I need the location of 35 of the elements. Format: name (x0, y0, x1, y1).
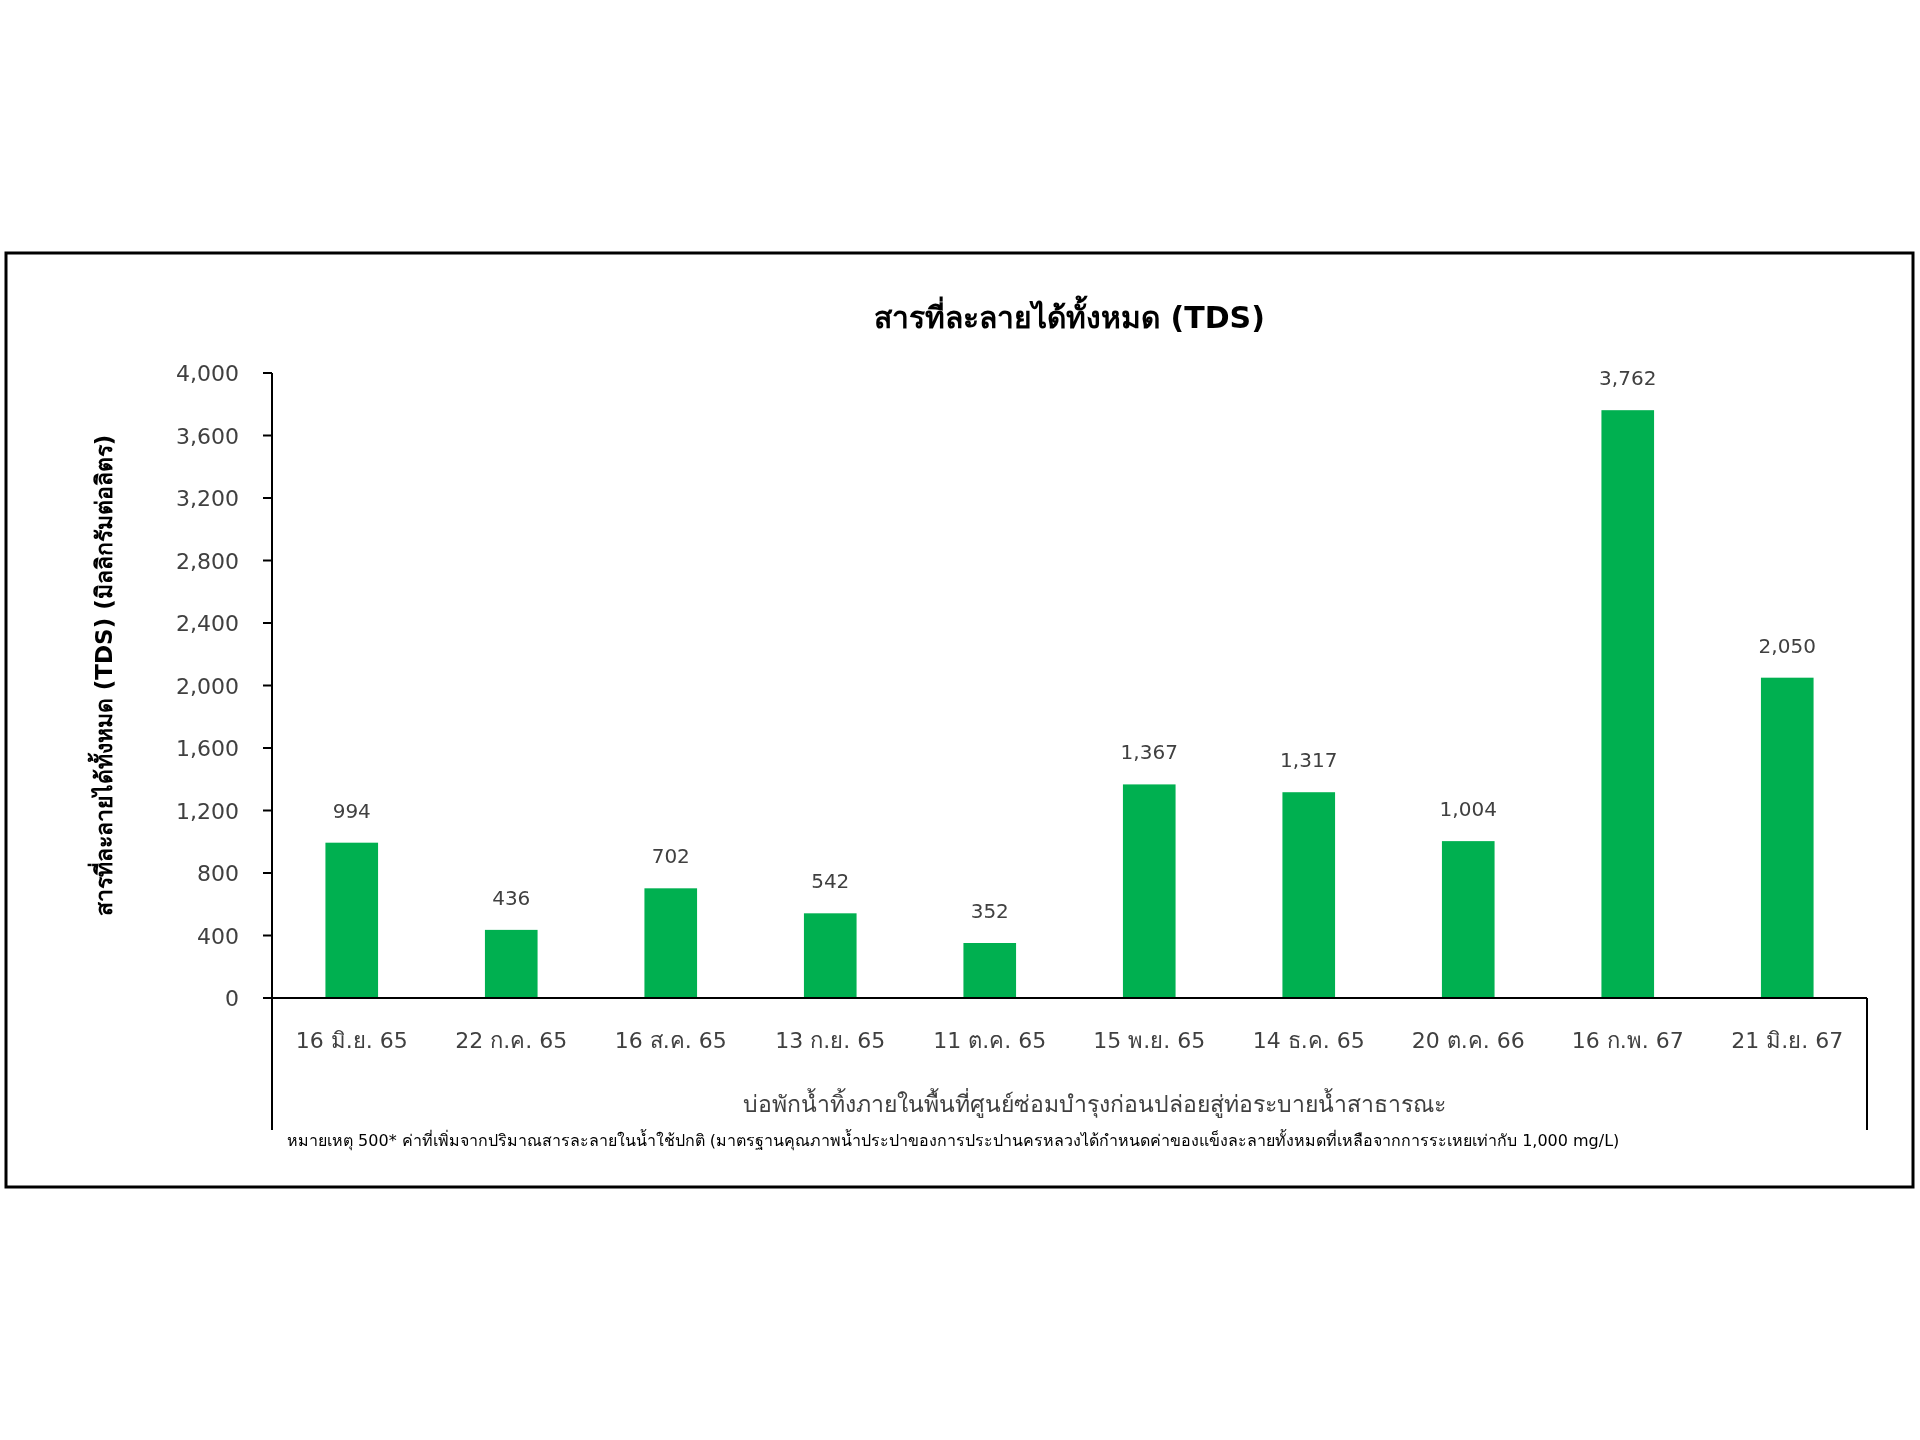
data-label: 352 (970, 899, 1009, 923)
data-label: 702 (651, 844, 690, 869)
data-label: 2,050 (1758, 633, 1816, 658)
y-tick-label: 3,600 (176, 423, 239, 449)
text: หมายเหตุ 500* ค่าที่เพิ่มจากปริมาณสารละลายในน้ำใช้ปกติ (มาตรฐานคุณภาพน้ำประปาของการประปานครหลวงได้กำหนดค่าของแข็งละลายทั้งหมดที่เหลือจากการระเหยเท่ากับ 1,000 mg/L) (287, 1129, 1620, 1151)
x-tick-label: 16 มิ.ย. 65 (295, 1028, 408, 1053)
x-tick-label: 21 มิ.ย. 67 (1731, 1028, 1844, 1053)
y-axis-title: สารที่ละลายได้ทั้งหมด (TDS) (มิลลิกรัมต่อลิตร) (87, 434, 117, 917)
x-tick-label: 11 ต.ค. 65 (933, 1028, 1047, 1053)
data-label: 1,367 (1120, 740, 1178, 765)
data-label: 436 (492, 885, 531, 910)
data-label: 1,004 (1439, 797, 1497, 822)
y-tick-label: 2,800 (176, 548, 239, 574)
y-tick-label: 1,200 (176, 798, 239, 824)
x-tick-label: 14 ธ.ค. 65 (1252, 1028, 1365, 1053)
y-tick-label: 400 (197, 923, 239, 949)
data-label: 994 (332, 798, 371, 823)
data-label: 1,317 (1280, 748, 1338, 773)
data-label: 542 (811, 869, 850, 894)
x-tick-label: 16 ก.พ. 67 (1571, 1028, 1684, 1053)
x-tick-label: 13 ก.ย. 65 (775, 1028, 886, 1053)
y-tick-label: 3,200 (176, 486, 239, 511)
x-tick-label: 20 ต.ค. 66 (1411, 1028, 1525, 1053)
x-tick-label: 22 ก.ค. 65 (455, 1028, 568, 1053)
x-tick-label: 16 ส.ค. 65 (614, 1028, 727, 1053)
y-tick-label: 800 (197, 861, 239, 886)
x-axis-title: บ่อพักน้ำทิ้งภายในพื้นที่ศูนย์ซ่อมบำรุงก่อนปล่อยสู่ท่อระบายน้ำสาธารณะ (743, 1088, 1446, 1118)
y-tick-label: 1,600 (176, 736, 239, 761)
y-tick-label: 2,000 (176, 673, 239, 699)
y-tick-label: 2,400 (176, 611, 239, 636)
y-tick-label: 0 (225, 986, 239, 1011)
y-tick-label: 4,000 (176, 361, 239, 386)
chart-title: สารที่ละลายได้ทั้งหมด (TDS) (874, 295, 1265, 335)
data-label: 3,762 (1599, 366, 1657, 391)
x-tick-label: 15 พ.ย. 65 (1093, 1028, 1206, 1053)
